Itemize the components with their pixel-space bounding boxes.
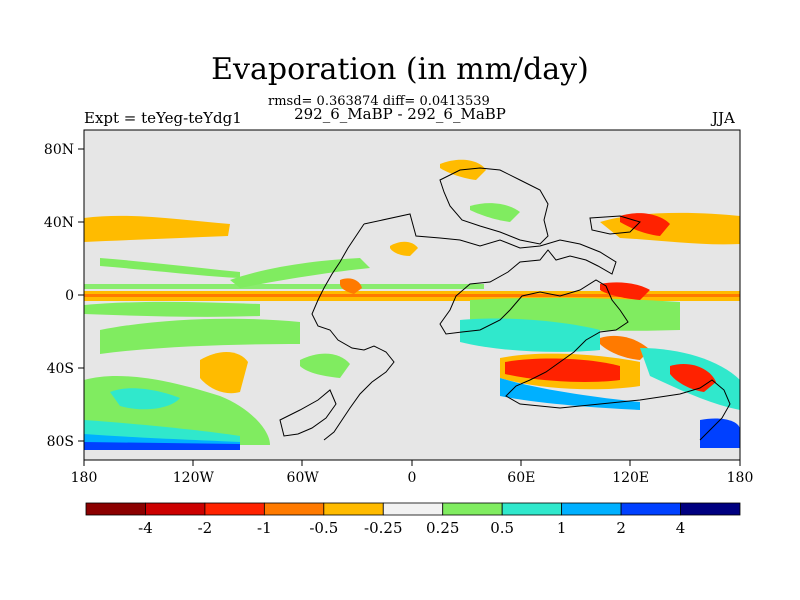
colorbar-label: -4 bbox=[138, 519, 153, 537]
contour-indian-red bbox=[505, 358, 620, 382]
contour-fields bbox=[84, 159, 740, 450]
colorbar-swatch bbox=[620, 502, 681, 516]
x-tick-label: 60W bbox=[287, 470, 320, 486]
colorbar-swatch bbox=[680, 502, 741, 516]
contour-atlantic-green bbox=[300, 353, 350, 378]
y-tick-label: 80N bbox=[44, 142, 74, 158]
contour-europe-green bbox=[470, 203, 520, 222]
colorbar-swatch bbox=[442, 502, 503, 516]
contour-southern-ocean-deep bbox=[84, 442, 240, 450]
colorbar-swatch bbox=[323, 502, 384, 516]
experiment-label: Expt = teYeg-teYdg1 bbox=[84, 109, 242, 127]
coastline-americas bbox=[311, 223, 395, 441]
contour-east-asia-red bbox=[620, 213, 670, 236]
contour-maritime-orange bbox=[600, 335, 650, 360]
y-tick-label: 80S bbox=[47, 434, 74, 450]
y-tick-label: 0 bbox=[65, 288, 74, 304]
contour-trop-green-a bbox=[230, 258, 370, 288]
y-tick-labels: 80N 40N 0 40S 80S bbox=[44, 142, 74, 450]
contour-southern-ocean-eddy bbox=[110, 388, 180, 410]
map-title: Evaporation (in mm/day) bbox=[211, 52, 589, 87]
contour-equatorial-core bbox=[84, 294, 740, 297]
experiment-name-label: 292_6_MaBP - 292_6_MaBP bbox=[294, 105, 506, 123]
x-tick-labels: 180 120W 60W 0 60E 120E 180 bbox=[71, 470, 754, 486]
colorbar-label: 0.25 bbox=[426, 519, 459, 537]
axis-ticks bbox=[78, 148, 741, 466]
colorbar-swatch bbox=[85, 502, 146, 516]
coastline-east-asia bbox=[589, 215, 641, 235]
coastlines bbox=[279, 167, 731, 441]
x-tick-label: 120W bbox=[173, 470, 215, 486]
colorbar: -4 -2 -1 -0.5 -0.25 0.25 0.5 1 2 4 bbox=[85, 502, 741, 537]
x-tick-label: 180 bbox=[71, 470, 98, 486]
coastline-eastern-hemisphere bbox=[363, 213, 731, 441]
contour-amazon-orange bbox=[340, 278, 362, 294]
contour-west-pacific-red bbox=[600, 282, 650, 300]
coastline-south-america bbox=[279, 389, 337, 437]
contour-north-pacific bbox=[84, 215, 230, 242]
contour-indian-cyan bbox=[460, 318, 600, 352]
contour-subtropic-green bbox=[100, 258, 240, 278]
x-tick-label: 180 bbox=[727, 470, 754, 486]
colorbar-label: 0.5 bbox=[490, 519, 514, 537]
colorbar-swatch bbox=[204, 502, 265, 516]
y-tick-label: 40S bbox=[47, 361, 74, 377]
colorbar-label: 2 bbox=[616, 519, 626, 537]
colorbar-label: 4 bbox=[676, 519, 686, 537]
contour-trop-green-b bbox=[84, 301, 260, 317]
colorbar-label: -2 bbox=[198, 519, 213, 537]
colorbar-swatch bbox=[501, 502, 563, 516]
colorbar-label: -1 bbox=[257, 519, 272, 537]
colorbar-label: -0.25 bbox=[364, 519, 402, 537]
contour-ross-sea bbox=[700, 418, 740, 448]
x-tick-label: 120E bbox=[612, 470, 649, 486]
contour-south-indian-blue bbox=[500, 378, 640, 410]
colorbar-swatch bbox=[263, 502, 325, 516]
coastline-eurasia-north bbox=[439, 167, 549, 245]
colorbar-swatch bbox=[382, 502, 444, 516]
contour-atlantic-orange bbox=[390, 241, 418, 256]
x-tick-label: 60E bbox=[507, 470, 535, 486]
x-tick-label: 0 bbox=[408, 470, 417, 486]
colorbar-swatch bbox=[561, 502, 622, 516]
colorbar-swatch bbox=[145, 502, 206, 516]
stats-label: rmsd= 0.363874 diff= 0.0413539 bbox=[268, 94, 490, 109]
colorbar-label: -0.5 bbox=[309, 519, 338, 537]
contour-south-pacific-green bbox=[100, 318, 300, 354]
colorbar-label: 1 bbox=[557, 519, 567, 537]
y-tick-label: 40N bbox=[44, 215, 74, 231]
season-label: JJA bbox=[712, 109, 735, 127]
contour-equatorial-green-band bbox=[84, 284, 484, 289]
contour-south-pacific-orange bbox=[200, 351, 248, 394]
